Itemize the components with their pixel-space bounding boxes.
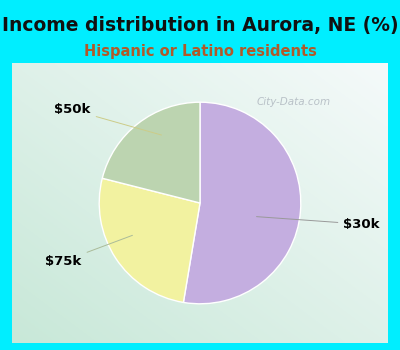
Text: City-Data.com: City-Data.com (256, 97, 330, 107)
Wedge shape (99, 178, 200, 302)
Wedge shape (184, 102, 301, 304)
Text: $75k: $75k (46, 235, 132, 268)
Text: $50k: $50k (54, 103, 162, 135)
Text: Hispanic or Latino residents: Hispanic or Latino residents (84, 44, 316, 59)
Wedge shape (102, 102, 200, 203)
Text: $30k: $30k (256, 217, 380, 231)
Text: Income distribution in Aurora, NE (%): Income distribution in Aurora, NE (%) (2, 16, 398, 35)
